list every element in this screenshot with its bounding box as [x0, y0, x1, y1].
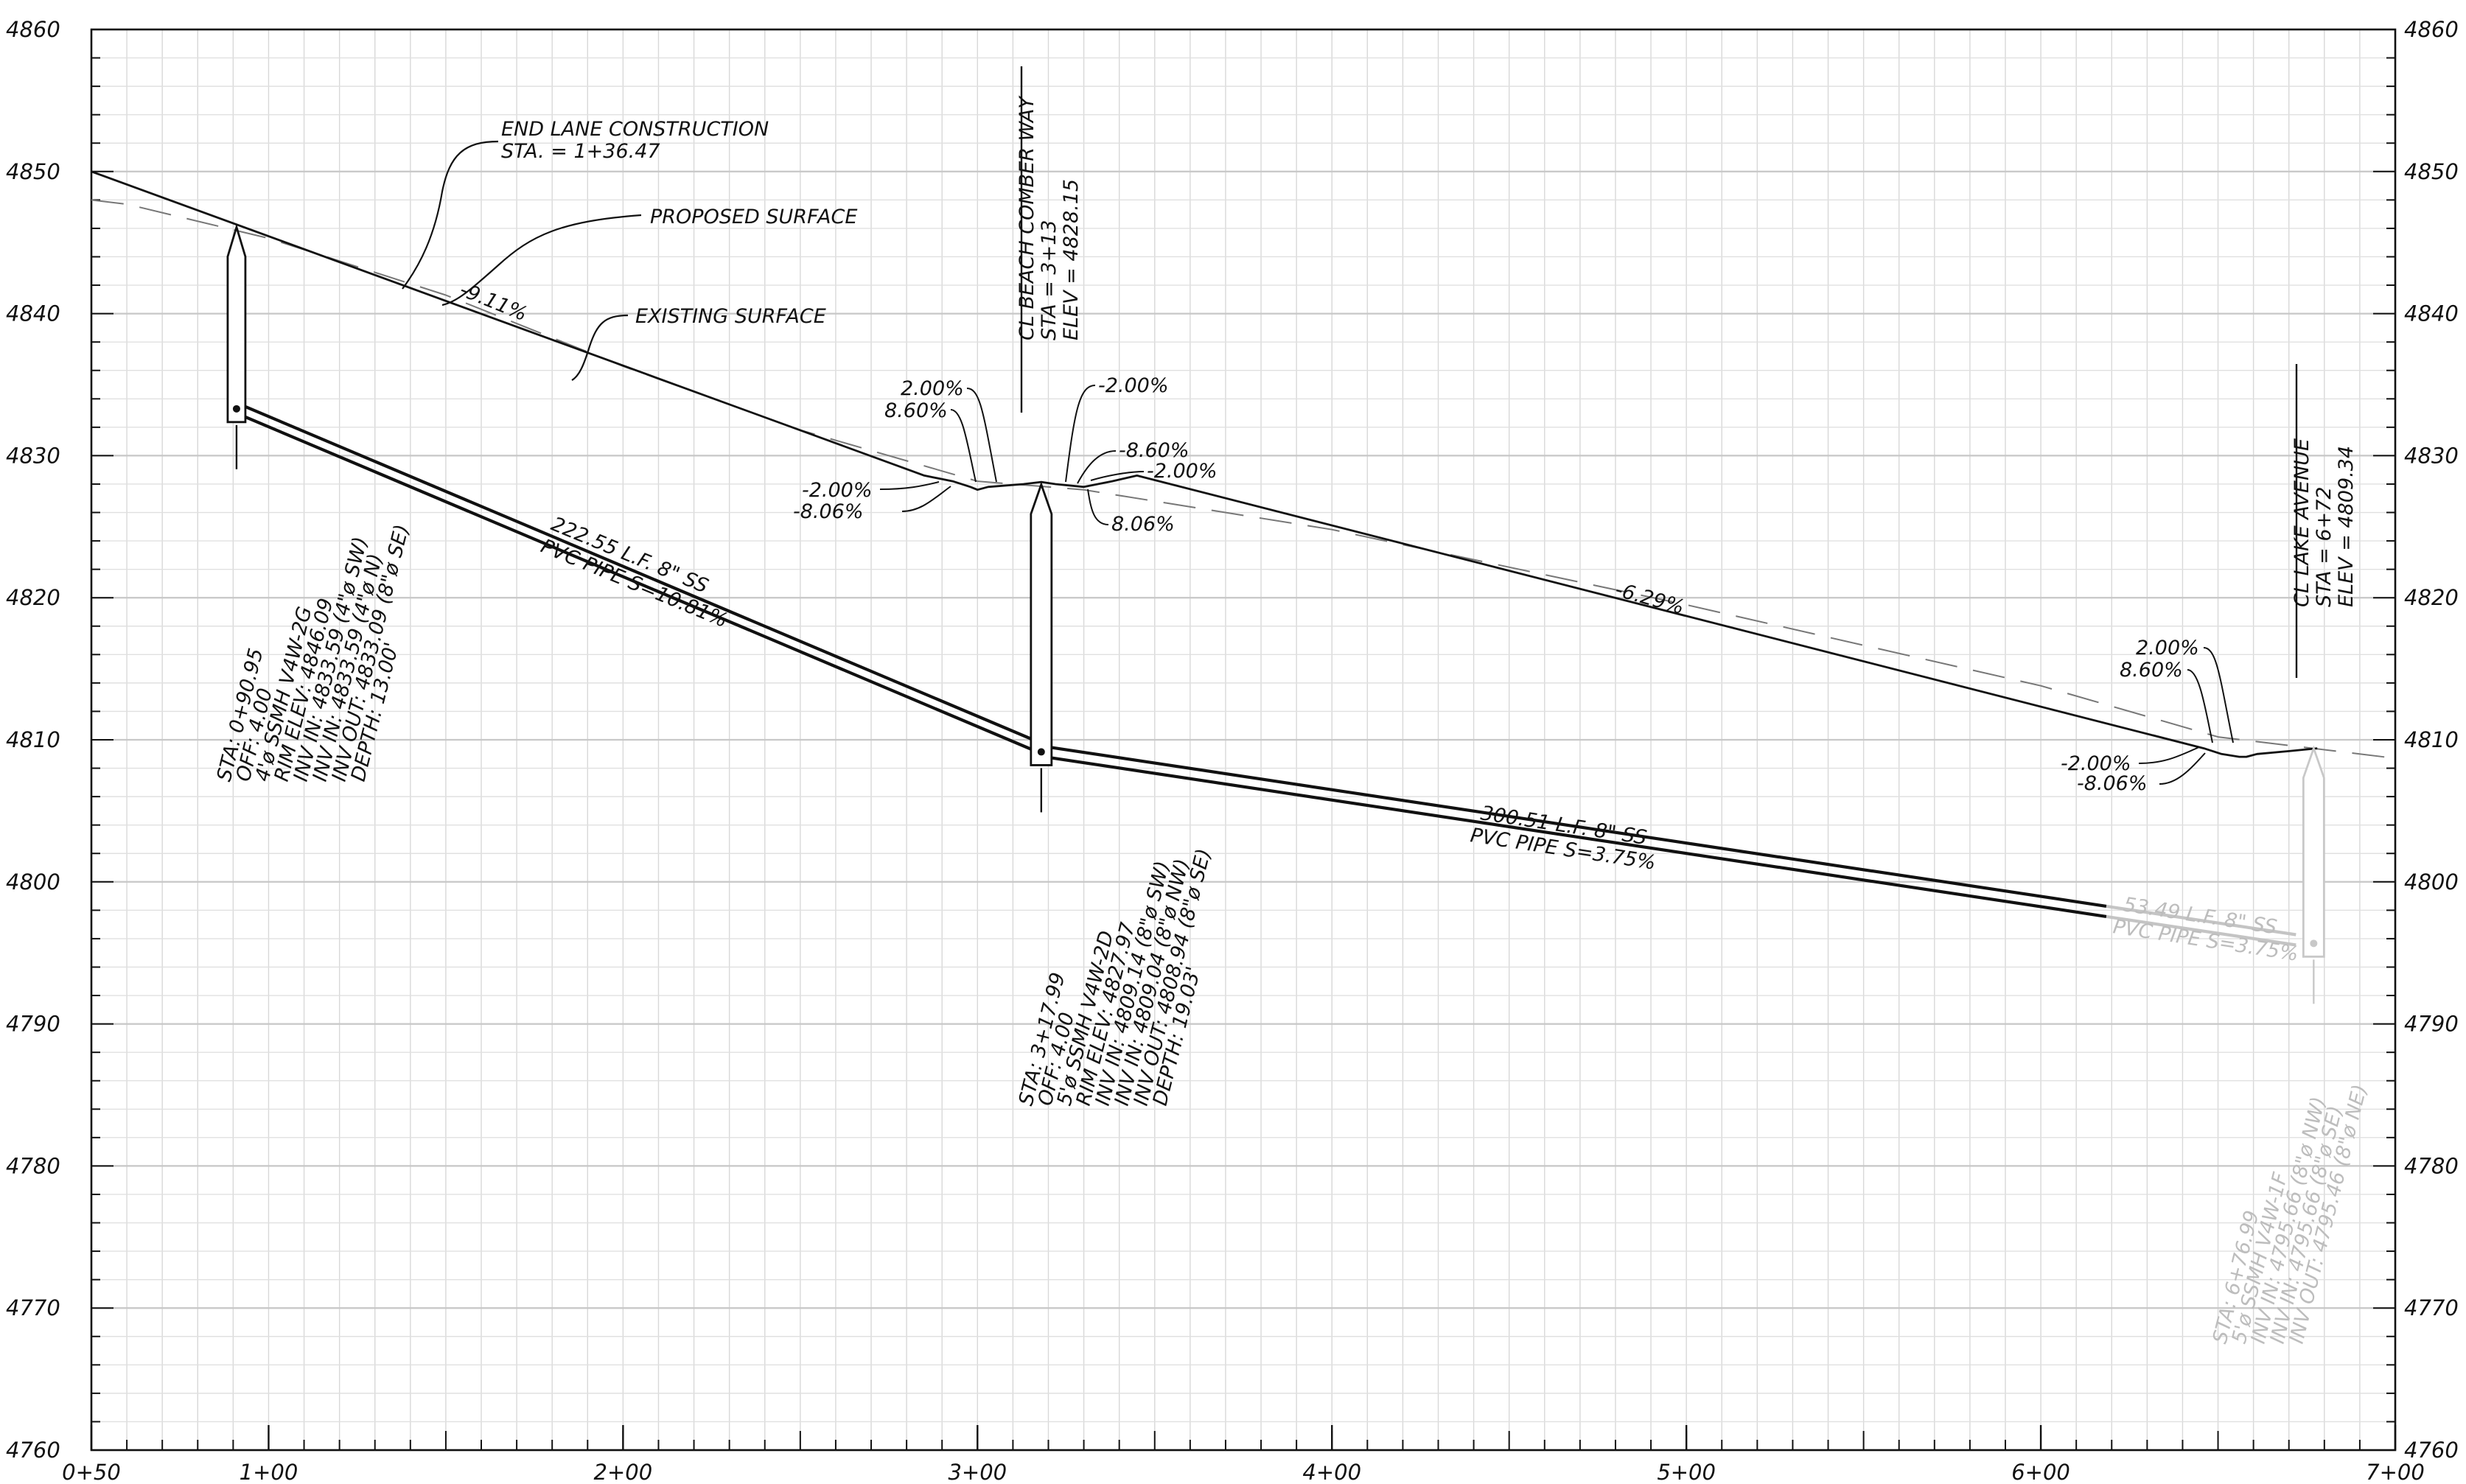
- axis-ticks: 4760 4760 4770 4770 4780 4780 4790 4790 4800 4800…: [6, 17, 2459, 1484]
- y-tick-label-right: 4780: [2404, 1153, 2459, 1178]
- slope-leader: [1077, 450, 1117, 484]
- y-tick-label-left: 4790: [6, 1012, 60, 1037]
- slope-leader: [1065, 385, 1096, 483]
- slope-label: 2.00%: [2136, 637, 2199, 659]
- slope-label: -8.06%: [2077, 772, 2148, 795]
- x-tick-label: 4+00: [1302, 1460, 1361, 1484]
- slope-leader: [2138, 746, 2200, 764]
- slope-label: -8.06%: [793, 500, 864, 523]
- existing-surface-label: EXISTING SURFACE: [635, 305, 826, 328]
- cross-street-label: STA = 6+72: [2313, 486, 2336, 607]
- proposed-surface-line: [91, 170, 2318, 758]
- pipe-invert-line: [1041, 755, 2107, 918]
- slope-leader: [966, 388, 997, 483]
- slope-leader: [2203, 647, 2234, 743]
- cross-street-label: ELEV = 4828.15: [1060, 179, 1083, 340]
- y-tick-label-right: 4790: [2404, 1012, 2459, 1037]
- slope-label: -2.00%: [802, 479, 873, 502]
- slope-label: 2.00%: [901, 377, 964, 400]
- slope-leader: [2187, 669, 2213, 743]
- cross-street-label: STA = 3+13: [1038, 220, 1061, 340]
- existing-surface-line: [91, 199, 2396, 760]
- x-tick-label: 5+00: [1657, 1460, 1716, 1484]
- grid: [91, 28, 2395, 1452]
- manhole-invert-marker: [1037, 748, 1045, 756]
- slope-leader: [879, 481, 940, 490]
- slope-label: -2.00%: [2061, 752, 2131, 775]
- proposed-surface-leader: [441, 214, 642, 307]
- pipe-crown-line: [1041, 744, 2107, 908]
- x-tick-label: 6+00: [2011, 1460, 2070, 1484]
- pipe-invert-line: [2106, 914, 2296, 947]
- end-lane-label: STA. = 1+36.47: [501, 140, 660, 163]
- pipe-crown-line: [2106, 904, 2296, 937]
- y-tick-label-right: 4820: [2404, 585, 2459, 610]
- slope-label: 8.60%: [884, 399, 948, 422]
- slope-label: 8.60%: [2120, 659, 2183, 682]
- pipe-invert-line: [236, 411, 1042, 755]
- y-tick-label-left: 4810: [6, 727, 60, 752]
- slope-leader: [1087, 489, 1109, 525]
- slope-label: -2.00%: [1098, 374, 1169, 397]
- y-tick-label-left: 4800: [6, 869, 60, 895]
- y-tick-label-left: 4780: [6, 1153, 60, 1178]
- manhole-invert-marker: [2310, 939, 2318, 948]
- existing-surface-leader: [571, 314, 629, 381]
- slope-label: -2.00%: [1147, 460, 1218, 483]
- slope-label: 8.06%: [1111, 513, 1175, 536]
- x-tick-label: 2+00: [594, 1460, 653, 1484]
- y-tick-label-left: 4830: [6, 443, 60, 468]
- x-tick-label: 0+50: [62, 1460, 121, 1484]
- y-tick-label-left: 4840: [6, 301, 60, 326]
- cross-street-label: CL LAKE AVENUE: [2291, 438, 2313, 607]
- slope-leader: [901, 486, 951, 512]
- cross-street-label: ELEV = 4809.34: [2335, 446, 2358, 607]
- y-tick-label-right: 4860: [2404, 17, 2459, 42]
- x-tick-label: 3+00: [948, 1460, 1007, 1484]
- cross-street-label: CL BEACH COMBER WAY: [1016, 95, 1038, 340]
- manhole-invert-marker: [232, 405, 240, 413]
- y-tick-label-left: 4760: [6, 1438, 60, 1463]
- grade-label: -6.29%: [1613, 578, 1686, 619]
- y-tick-label-right: 4840: [2404, 301, 2459, 326]
- manhole-structure: [1030, 481, 1053, 766]
- y-tick-label-left: 4770: [6, 1295, 60, 1320]
- end-lane-leader: [402, 140, 499, 290]
- slope-leader: [950, 409, 977, 483]
- end-lane-label: END LANE CONSTRUCTION: [501, 118, 769, 141]
- profile-lines: [91, 66, 2396, 1004]
- slope-leader: [1090, 471, 1145, 481]
- slope-label: -8.60%: [1119, 439, 1190, 462]
- y-tick-label-right: 4830: [2404, 443, 2459, 468]
- y-tick-label-right: 4800: [2404, 869, 2459, 895]
- y-tick-label-right: 4770: [2404, 1295, 2459, 1320]
- y-tick-label-left: 4820: [6, 585, 60, 610]
- manhole-structure: [226, 223, 247, 424]
- manhole-structure: [2302, 745, 2325, 958]
- proposed-surface-label: PROPOSED SURFACE: [650, 206, 857, 228]
- y-tick-label-right: 4810: [2404, 727, 2459, 752]
- y-tick-label-right: 4850: [2404, 159, 2459, 184]
- x-tick-label: 1+00: [240, 1460, 298, 1484]
- slope-leader: [2159, 752, 2206, 785]
- y-tick-label-right: 4760: [2404, 1438, 2459, 1463]
- y-tick-label-left: 4850: [6, 159, 60, 184]
- pipe-crown-line: [236, 401, 1042, 745]
- x-tick-label: 7+00: [2366, 1460, 2425, 1484]
- y-tick-label-left: 4860: [6, 17, 60, 42]
